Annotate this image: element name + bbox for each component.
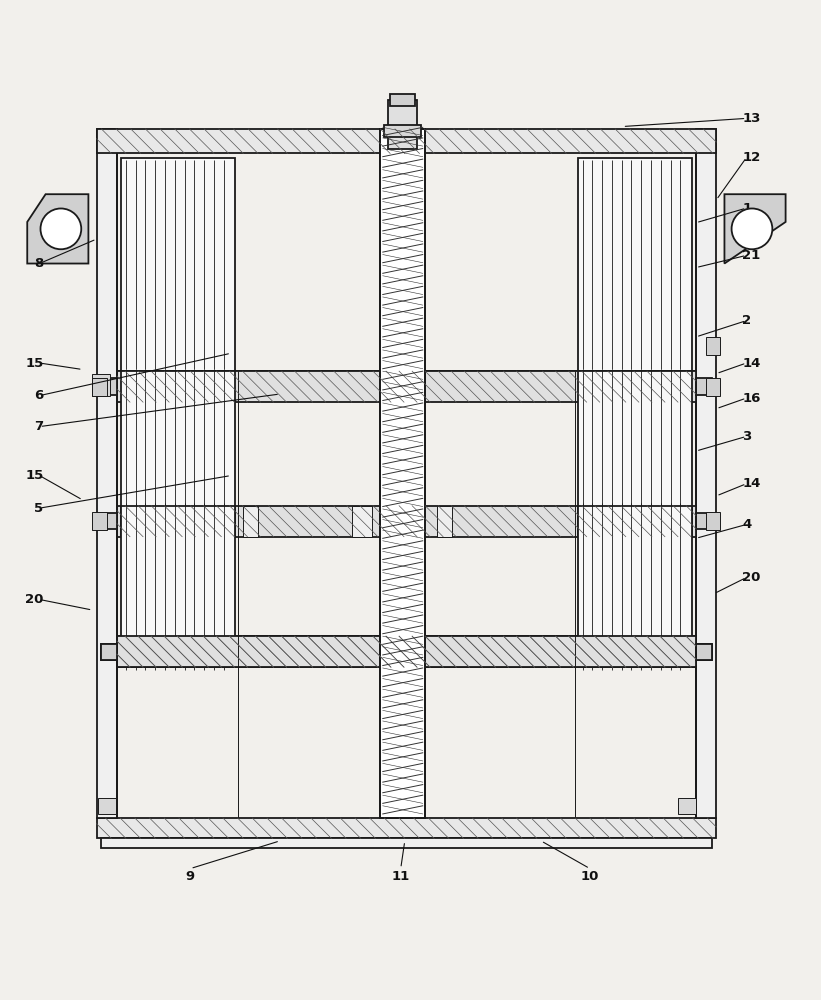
Text: 2: 2 bbox=[742, 314, 751, 327]
Bar bbox=[97, 129, 117, 818]
Bar bbox=[93, 378, 108, 396]
Bar bbox=[101, 513, 117, 529]
Bar bbox=[97, 818, 716, 838]
Bar bbox=[696, 129, 716, 818]
Bar bbox=[117, 371, 696, 402]
Bar bbox=[706, 337, 720, 355]
Circle shape bbox=[732, 208, 773, 249]
Text: 16: 16 bbox=[742, 392, 761, 405]
Bar bbox=[578, 371, 692, 537]
Bar bbox=[243, 506, 258, 537]
Bar bbox=[706, 378, 720, 396]
Bar bbox=[380, 129, 425, 818]
Text: 8: 8 bbox=[34, 257, 44, 270]
Bar bbox=[97, 129, 716, 153]
Bar bbox=[117, 506, 696, 537]
Text: 20: 20 bbox=[742, 571, 761, 584]
Bar bbox=[121, 506, 235, 667]
Text: 15: 15 bbox=[25, 469, 44, 482]
Bar bbox=[706, 512, 720, 530]
Bar bbox=[696, 378, 712, 395]
Bar bbox=[384, 125, 421, 137]
Text: 6: 6 bbox=[34, 389, 44, 402]
Text: 12: 12 bbox=[742, 151, 760, 164]
Text: 20: 20 bbox=[25, 593, 44, 606]
Text: 11: 11 bbox=[392, 870, 410, 883]
Bar bbox=[351, 506, 372, 537]
Text: 14: 14 bbox=[742, 357, 761, 370]
Text: 13: 13 bbox=[742, 112, 761, 125]
Bar bbox=[578, 506, 692, 667]
Bar bbox=[696, 644, 712, 660]
Bar bbox=[121, 158, 235, 371]
Text: 7: 7 bbox=[34, 420, 44, 433]
Polygon shape bbox=[27, 194, 89, 264]
Text: 14: 14 bbox=[742, 477, 761, 490]
Text: 9: 9 bbox=[186, 870, 195, 883]
Text: 1: 1 bbox=[742, 202, 751, 215]
Bar bbox=[390, 94, 415, 106]
Bar bbox=[101, 838, 712, 848]
Bar bbox=[101, 644, 117, 660]
Text: 10: 10 bbox=[580, 870, 599, 883]
Bar bbox=[380, 129, 425, 818]
Text: 15: 15 bbox=[25, 357, 44, 370]
Bar bbox=[117, 636, 696, 667]
Bar bbox=[117, 371, 696, 386]
Bar bbox=[101, 644, 117, 660]
Bar bbox=[99, 798, 116, 814]
Text: 3: 3 bbox=[742, 430, 752, 443]
Text: 21: 21 bbox=[742, 249, 760, 262]
Bar bbox=[438, 506, 452, 537]
Bar bbox=[117, 636, 696, 667]
Bar bbox=[93, 512, 108, 530]
Bar bbox=[121, 371, 235, 537]
Bar bbox=[678, 798, 696, 814]
Bar bbox=[93, 374, 110, 396]
Circle shape bbox=[40, 208, 81, 249]
Text: 4: 4 bbox=[742, 518, 752, 531]
Text: 5: 5 bbox=[34, 502, 44, 515]
Bar bbox=[578, 158, 692, 371]
Bar bbox=[388, 100, 417, 149]
Bar bbox=[696, 513, 712, 529]
Polygon shape bbox=[724, 194, 786, 264]
Bar bbox=[101, 378, 117, 395]
Bar bbox=[696, 644, 712, 660]
